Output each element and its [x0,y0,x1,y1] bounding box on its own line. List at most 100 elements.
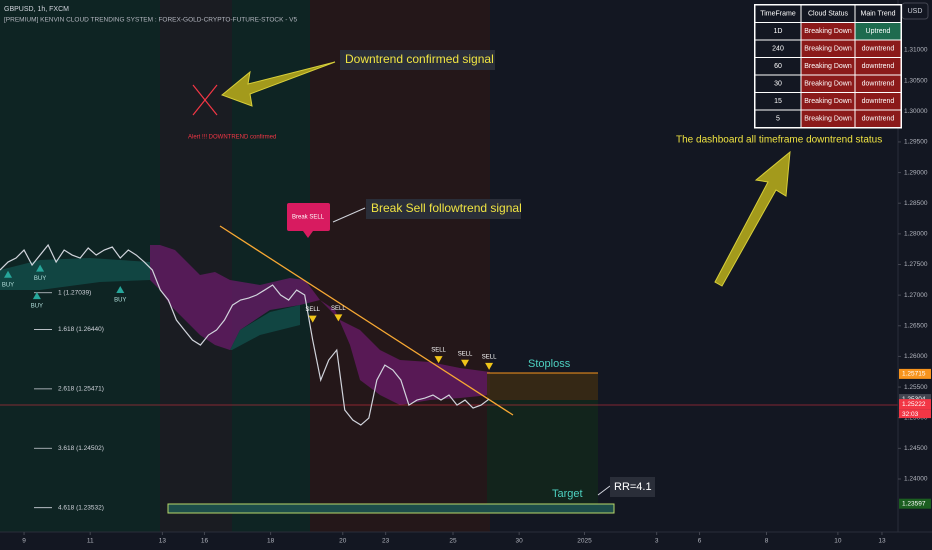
target-zone [487,400,598,505]
signal-label: BUY [31,304,43,310]
signal-marker [4,270,13,278]
dashboard-cell [801,5,855,22]
dashboard-cell [801,40,855,57]
arrow [221,61,336,107]
dashboard-text: Cloud Status [808,11,849,18]
signal-label: SELL [305,307,320,313]
x-tick-label: 25 [449,538,457,545]
x-tick-label: 2025 [577,538,592,545]
pointer [597,485,611,496]
dashboard-text: Breaking Down [804,98,852,105]
price-tag [899,399,931,410]
signal-marker [461,359,470,367]
signal-label: SELL [431,348,446,354]
fib-label: 1.618 (1.26440) [58,326,104,333]
x-tick-label: 13 [878,538,886,545]
signal-marker [32,292,41,300]
x-tick-label: 20 [339,538,347,545]
dashboard-cell [801,58,855,75]
dashboard-text: downtrend [862,116,895,123]
dashboard-cell [755,5,801,22]
dashboard-text: downtrend [862,63,895,70]
y-tick-label: 1.25500 [904,384,928,391]
target-band [167,503,615,514]
fib-label: 2.618 (1.25471) [58,386,104,393]
dashboard-text: Breaking Down [804,63,852,70]
dashboard-cell [755,23,801,40]
price-axis [898,0,932,550]
fib-label: 4.618 (1.23532) [58,504,104,511]
indicator: [PREMIUM] KENVIN CLOUD TRENDING SYSTEM :… [4,17,298,24]
y-tick-label: 1.31000 [904,47,928,54]
y-tick-label: 1.30500 [904,77,928,84]
x-tick-label: 30 [516,538,524,545]
annotation: The dashboard all timeframe downtrend st… [676,135,882,146]
dashboard-cell [801,110,855,127]
dashboard-text: Breaking Down [804,116,852,123]
dashboard-cell [755,58,801,75]
x-tick-label: 11 [87,538,94,545]
dashboard-cell [801,93,855,110]
dashboard-text: Uptrend [866,28,891,35]
price-tag-label: 1.23597 [902,500,926,507]
y-tick-label: 1.24000 [904,476,928,483]
signal-marker [485,362,494,370]
signal-marker [434,356,443,364]
signal-marker [116,286,125,294]
dashboard-cell [801,23,855,40]
dashboard-cell [855,110,901,127]
y-tick-label: 1.28000 [904,231,928,238]
fib-label: 3.618 (1.24502) [58,445,104,452]
signal-marker [36,264,45,272]
annotation: Break Sell followtrend signal [371,201,522,215]
dashboard-cell [755,40,801,57]
y-tick-label: 1.26500 [904,323,928,330]
dashboard-text: downtrend [862,81,895,88]
price-tag [899,368,931,379]
label-box [610,477,655,497]
dashboard-text: 1D [774,28,783,35]
annotation: RR=4.1 [614,481,652,493]
dashboard-cell [755,75,801,92]
cloud [230,305,300,350]
cloud [0,258,150,290]
signal-label: BUY [34,276,46,282]
dashboard-text: downtrend [862,46,895,53]
x-tick-label: 18 [267,538,275,545]
label-box [287,203,330,231]
dashboard-text: 5 [776,116,780,123]
annotation: Break SELL [292,215,325,221]
label-box [340,50,495,70]
dashboard-text: Breaking Down [804,28,852,35]
pointer [332,207,366,223]
annotation: Downtrend confirmed signal [345,52,494,66]
signal-marker [334,314,343,322]
dashboard-text: downtrend [862,98,895,105]
dashboard-cell [855,5,901,22]
price-tag-label: 1.25222 [902,401,926,408]
y-tick-label: 1.27500 [904,261,928,268]
y-tick-label: 1.28500 [904,200,928,207]
fib-label: 1 (1.27039) [58,289,91,296]
y-tick-label: 1.29500 [904,139,928,146]
countdown: 32:03 [902,411,919,418]
dashboard-cell [755,110,801,127]
cloud [150,245,490,405]
dashboard-text: Breaking Down [804,81,852,88]
label-pointer [303,231,313,238]
dashboard-text: 30 [774,81,782,88]
signal-label: BUY [2,282,14,288]
x-tick-label: 3 [655,538,659,545]
zone [310,0,490,532]
signal-label: SELL [458,351,473,357]
annotation: Alert !!! DOWNTREND confirmed [188,135,276,141]
countdown-bg [899,409,931,419]
signal-marker [308,315,317,323]
currency[interactable]: USD [908,8,923,15]
y-tick-label: 1.29000 [904,169,928,176]
signal-label: BUY [114,298,126,304]
dashboard-text: TimeFrame [760,11,796,18]
dashboard-cell [855,23,901,40]
annotation: Target [552,488,583,500]
x-tick-label: 9 [22,538,26,545]
